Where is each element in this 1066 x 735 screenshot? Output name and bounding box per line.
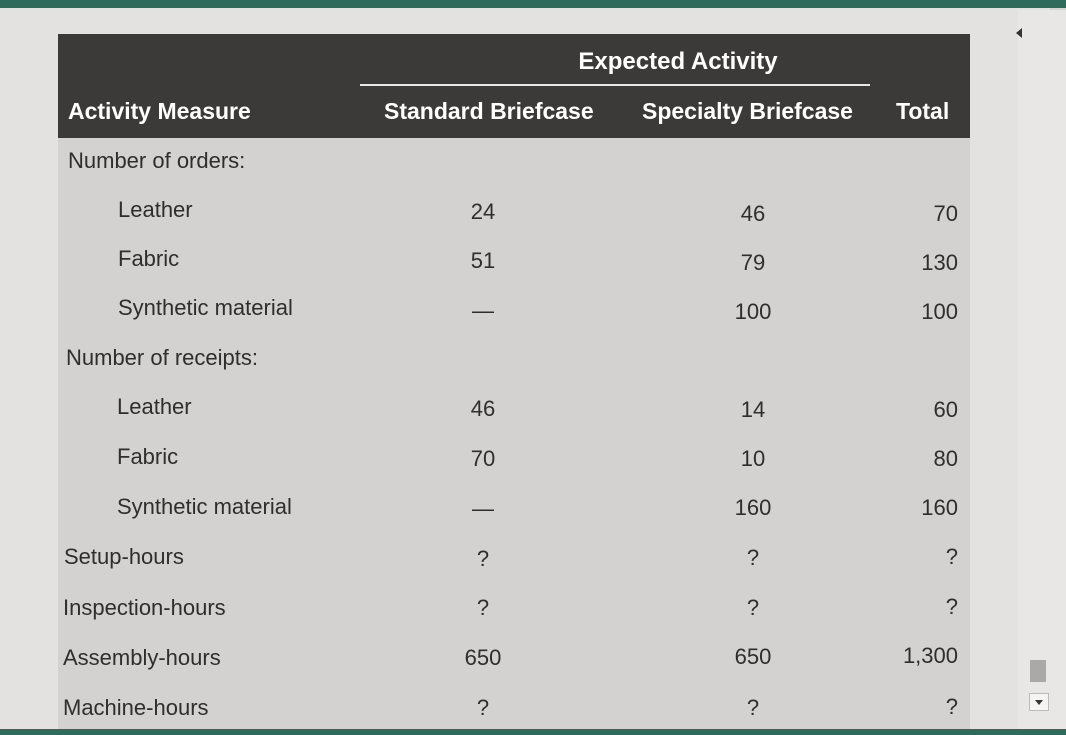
receipts-synthetic-specialty: 160: [734, 495, 772, 520]
receipts-synthetic-standard: —: [472, 496, 494, 521]
row-label-setup-hours: Setup-hours: [64, 544, 184, 569]
setup-hours-total: ?: [945, 544, 958, 569]
setup-hours-standard: ?: [476, 546, 490, 571]
row-label-receipts-fabric: Fabric: [117, 444, 179, 469]
row-label-number-of-receipts: Number of receipts:: [66, 345, 258, 370]
assembly-hours-standard: 650: [464, 645, 502, 670]
row-label-orders-leather: Leather: [118, 197, 193, 222]
bottom-frame-strip: [0, 729, 1066, 735]
machine-hours-standard: ?: [476, 695, 490, 720]
standard-briefcase-header: Standard Briefcase: [384, 98, 594, 124]
receipts-synthetic-total: 160: [921, 495, 958, 520]
machine-hours-specialty: ?: [746, 695, 760, 720]
heading-divider: [360, 84, 870, 86]
row-label-assembly-hours: Assembly-hours: [63, 645, 221, 670]
orders-synthetic-standard: —: [472, 298, 494, 323]
expected-activity-table: Expected Activity Activity Measure Stand…: [58, 34, 970, 732]
receipts-leather-specialty: 14: [740, 397, 766, 422]
row-label-receipts-synthetic: Synthetic material: [117, 494, 292, 519]
inspection-hours-standard: ?: [476, 595, 490, 620]
activity-measure-header: Activity Measure: [68, 98, 251, 124]
expected-activity-heading: Expected Activity: [578, 48, 778, 75]
row-label-machine-hours: Machine-hours: [63, 695, 209, 720]
receipts-fabric-specialty: 10: [740, 446, 766, 471]
row-label-orders-synthetic: Synthetic material: [118, 295, 293, 320]
orders-leather-standard: 24: [470, 199, 496, 224]
row-label-inspection-hours: Inspection-hours: [63, 595, 226, 620]
receipts-leather-standard: 46: [470, 396, 496, 421]
orders-synthetic-specialty: 100: [734, 299, 772, 324]
specialty-briefcase-header: Specialty Briefcase: [642, 98, 853, 124]
vertical-scrollbar[interactable]: [1018, 10, 1066, 729]
scroll-down-arrow-icon[interactable]: [1029, 693, 1049, 711]
machine-hours-total: ?: [945, 694, 958, 719]
row-label-orders-fabric: Fabric: [118, 246, 180, 271]
orders-fabric-standard: 51: [470, 248, 496, 273]
orders-synthetic-total: 100: [921, 299, 958, 324]
setup-hours-specialty: ?: [746, 545, 760, 570]
orders-fabric-specialty: 79: [740, 250, 766, 275]
orders-leather-specialty: 46: [740, 201, 766, 226]
table-header: Expected Activity Activity Measure Stand…: [58, 34, 970, 138]
assembly-hours-total: 1,300: [902, 643, 958, 668]
top-frame-strip: [0, 0, 1066, 8]
scroll-up-arrow-icon[interactable]: [1016, 28, 1022, 38]
scroll-thumb[interactable]: [1030, 660, 1046, 682]
total-header: Total: [896, 98, 950, 124]
inspection-hours-total: ?: [945, 594, 958, 619]
row-label-number-of-orders: Number of orders:: [68, 148, 246, 173]
orders-fabric-total: 130: [921, 250, 958, 275]
receipts-leather-total: 60: [933, 397, 958, 422]
receipts-fabric-standard: 70: [470, 446, 496, 471]
assembly-hours-specialty: 650: [734, 644, 772, 669]
row-label-receipts-leather: Leather: [117, 394, 192, 419]
receipts-fabric-total: 80: [933, 446, 958, 471]
orders-leather-total: 70: [933, 201, 958, 226]
inspection-hours-specialty: ?: [746, 595, 760, 620]
